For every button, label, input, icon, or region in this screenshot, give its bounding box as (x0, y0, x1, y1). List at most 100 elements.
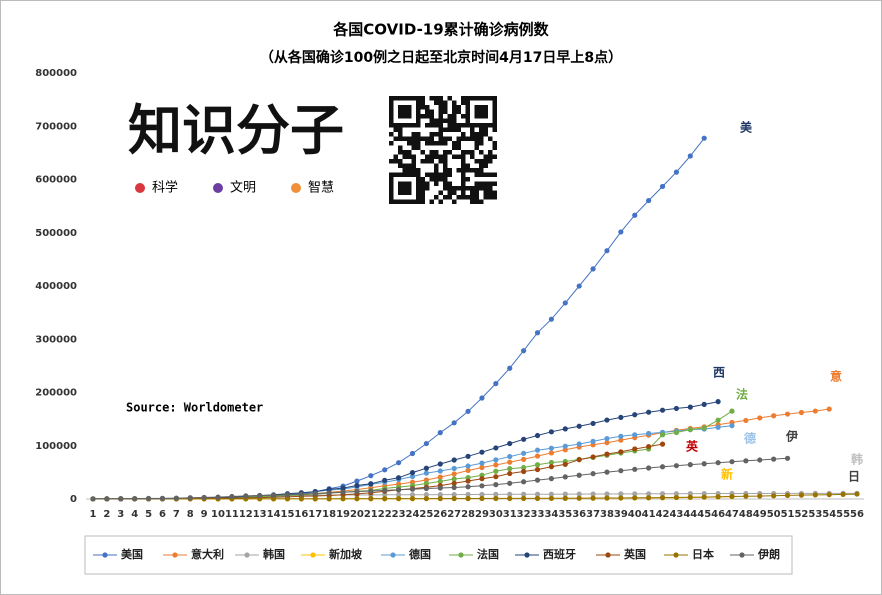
point (659, 432, 666, 438)
qr-cell (461, 136, 466, 141)
legend-label: 意大利 (191, 547, 224, 561)
qr-cell (443, 195, 448, 200)
point (576, 472, 582, 478)
point (840, 491, 846, 498)
point (729, 423, 735, 429)
qr-cell (443, 181, 448, 186)
qr-cell (398, 127, 403, 132)
qr-cell (452, 199, 457, 204)
qr-cell (492, 145, 497, 150)
point (368, 488, 374, 494)
point (618, 229, 624, 235)
qr-cell (402, 154, 407, 159)
qr-cell (425, 105, 430, 110)
qr-cell (425, 114, 430, 119)
qr-cell (461, 96, 466, 101)
qr-cell (429, 136, 434, 141)
x-tick-label: 53 (808, 509, 822, 520)
qr-cell (452, 186, 457, 191)
qr-cell (438, 105, 443, 110)
y-tick-label: 100000 (35, 441, 77, 452)
x-tick-label: 33 (531, 509, 545, 520)
point (604, 491, 610, 497)
point (493, 445, 499, 451)
x-tick-label: 34 (544, 509, 558, 520)
point (507, 459, 513, 465)
qr-cell (447, 168, 452, 173)
x-tick-label: 6 (159, 509, 166, 520)
qr-cell (456, 154, 461, 159)
x-tick-label: 27 (447, 509, 461, 520)
point (382, 477, 388, 483)
point (618, 495, 624, 501)
logo-tag: 科学 (152, 180, 178, 196)
qr-finder (398, 181, 412, 195)
point (479, 460, 485, 466)
qr-cell (407, 150, 412, 155)
qr-cell (425, 181, 430, 186)
point (90, 496, 96, 502)
logo-dot (291, 183, 301, 193)
chart-title: 各国COVID-19累计确诊病例数 (332, 21, 549, 39)
qr-cell (425, 136, 430, 141)
point (646, 430, 652, 437)
qr-cell (456, 127, 461, 132)
x-tick-label: 37 (586, 509, 600, 520)
point (590, 438, 596, 444)
qr-cell (461, 100, 466, 105)
point (659, 464, 666, 470)
x-tick-label: 16 (294, 509, 308, 520)
point (757, 493, 763, 499)
logo-tag: 文明 (230, 181, 256, 196)
point (437, 461, 443, 467)
point (590, 495, 596, 501)
qr-cell (407, 154, 412, 159)
point (187, 495, 193, 501)
source: Source: Worldometer (126, 401, 263, 415)
qr-cell (411, 136, 416, 141)
qr-cell (443, 172, 448, 177)
qr-cell (402, 168, 407, 173)
point (632, 446, 638, 452)
point (534, 432, 541, 439)
qr-cell (479, 136, 484, 141)
qr-cell (488, 172, 493, 177)
point (521, 464, 527, 471)
qr-cell (479, 172, 484, 177)
x-tick-label: 5 (145, 509, 152, 520)
qr-cell (420, 150, 425, 155)
point (493, 457, 499, 463)
point (659, 183, 666, 190)
point (451, 476, 457, 482)
point (757, 457, 763, 463)
qr-cell (420, 190, 425, 195)
x-tick-label: 12 (239, 509, 253, 520)
point (507, 480, 513, 486)
point (284, 492, 291, 498)
point (604, 417, 610, 423)
qr-cell (438, 190, 443, 195)
point (618, 414, 624, 421)
point (437, 492, 443, 498)
qr-cell (483, 163, 488, 168)
point (368, 481, 374, 487)
x-tick-label: 39 (614, 509, 628, 520)
qr-cell (420, 100, 425, 105)
point (479, 491, 485, 498)
qr-cell (411, 141, 416, 146)
qr-cell (434, 163, 439, 168)
annotation: 意 (830, 369, 842, 384)
qr-cell (470, 199, 475, 204)
qr-cell (438, 123, 443, 128)
qr-cell (438, 141, 443, 146)
qr-cell (393, 154, 398, 159)
point (562, 426, 568, 432)
legend-marker (390, 552, 396, 558)
qr-cell (461, 150, 466, 155)
point (618, 491, 624, 497)
qr-cell (420, 199, 425, 204)
point (409, 470, 416, 476)
qr-cell (429, 177, 434, 182)
qr-cell (434, 172, 439, 177)
x-tick-label: 19 (336, 509, 350, 520)
